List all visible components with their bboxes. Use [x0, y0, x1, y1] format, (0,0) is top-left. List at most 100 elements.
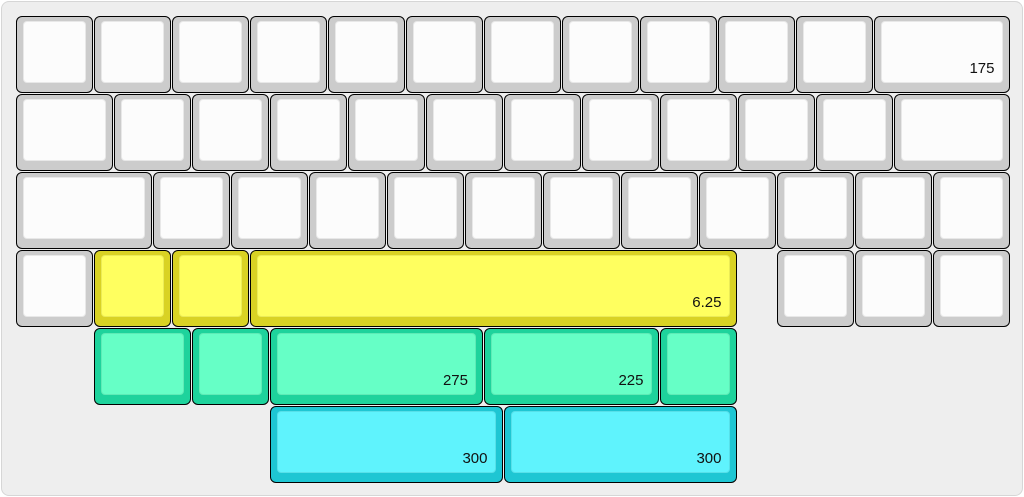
keycap-top — [315, 177, 379, 239]
keycap-top — [198, 333, 262, 395]
key-r3-3[interactable] — [230, 172, 308, 249]
key-r3-5[interactable] — [386, 172, 464, 249]
keycap-top — [413, 21, 476, 83]
key-r4-3[interactable] — [172, 250, 249, 327]
keycap-top — [354, 99, 418, 161]
key-r3-11[interactable] — [854, 172, 932, 249]
keycap-top — [588, 99, 652, 161]
keycap-top — [101, 333, 184, 395]
key-r2-12[interactable] — [893, 94, 1010, 171]
keycap-top — [257, 21, 320, 83]
keycap-top — [198, 99, 262, 161]
keycap-top — [23, 177, 145, 239]
key-r2-5[interactable] — [347, 94, 425, 171]
key-r1-1[interactable] — [16, 16, 93, 93]
key-r2-8[interactable] — [581, 94, 659, 171]
keycap-top — [23, 255, 86, 317]
key-label: 6.25 — [692, 294, 722, 311]
key-r1-8[interactable] — [562, 16, 639, 93]
key-r3-12[interactable] — [932, 172, 1010, 249]
key-r5-5[interactable] — [659, 328, 737, 405]
keycap-top — [549, 177, 613, 239]
key-r2-7[interactable] — [503, 94, 581, 171]
key-r2-4[interactable] — [269, 94, 347, 171]
keycap-top — [783, 177, 847, 239]
key-r1-2[interactable] — [94, 16, 171, 93]
keycap-top — [393, 177, 457, 239]
key-r2-2[interactable] — [113, 94, 191, 171]
key-r4-5[interactable] — [776, 250, 854, 327]
key-r1-4[interactable] — [250, 16, 327, 93]
keycap-top — [647, 21, 710, 83]
keycap-top — [23, 21, 86, 83]
keycap-top — [939, 255, 1003, 317]
key-r1-10[interactable] — [718, 16, 795, 93]
keycap-top — [237, 177, 301, 239]
keycap-top — [725, 21, 788, 83]
keycap-top — [569, 21, 632, 83]
key-r3-1[interactable] — [16, 172, 152, 249]
keycap-top — [276, 99, 340, 161]
key-r5-3[interactable]: 275 — [269, 328, 483, 405]
key-r2-1[interactable] — [16, 94, 113, 171]
key-r1-5[interactable] — [328, 16, 405, 93]
key-label: 300 — [462, 450, 488, 467]
keycap-top — [861, 255, 925, 317]
key-r4-1[interactable] — [16, 250, 93, 327]
key-r6-2[interactable]: 300 — [503, 406, 737, 483]
key-r3-6[interactable] — [464, 172, 542, 249]
key-r3-9[interactable] — [698, 172, 776, 249]
keycap-top — [822, 99, 886, 161]
keycap-top — [179, 255, 242, 317]
keycap-top — [666, 333, 730, 395]
keycap-top — [120, 99, 184, 161]
key-r4-6[interactable] — [854, 250, 932, 327]
keycap-top: 175 — [881, 21, 1003, 83]
key-r1-11[interactable] — [796, 16, 873, 93]
keycap-top — [803, 21, 866, 83]
keycap-top — [510, 99, 574, 161]
key-r2-3[interactable] — [191, 94, 269, 171]
key-r5-2[interactable] — [191, 328, 269, 405]
key-r5-1[interactable] — [94, 328, 191, 405]
keycap-top — [23, 99, 106, 161]
keycap-top — [744, 99, 808, 161]
key-label: 300 — [696, 450, 722, 467]
key-r3-8[interactable] — [620, 172, 698, 249]
key-r3-7[interactable] — [542, 172, 620, 249]
key-label: 175 — [969, 60, 995, 77]
keycap-top: 275 — [276, 333, 476, 395]
key-r3-10[interactable] — [776, 172, 854, 249]
keycap-top — [101, 21, 164, 83]
keycap-top — [939, 177, 1003, 239]
keycap-top: 225 — [491, 333, 652, 395]
key-r2-6[interactable] — [425, 94, 503, 171]
key-r3-4[interactable] — [308, 172, 386, 249]
keycap-top — [432, 99, 496, 161]
key-r1-9[interactable] — [640, 16, 717, 93]
keycap-top — [179, 21, 242, 83]
keycap-top — [861, 177, 925, 239]
keycap-top — [335, 21, 398, 83]
keycap-top: 300 — [510, 411, 730, 473]
key-r2-10[interactable] — [737, 94, 815, 171]
key-r5-4[interactable]: 225 — [484, 328, 659, 405]
key-r6-1[interactable]: 300 — [269, 406, 503, 483]
key-r1-3[interactable] — [172, 16, 249, 93]
key-r4-2[interactable] — [94, 250, 171, 327]
keycap-top: 6.25 — [257, 255, 730, 317]
key-r3-2[interactable] — [152, 172, 230, 249]
keycap-top — [491, 21, 554, 83]
key-r2-9[interactable] — [659, 94, 737, 171]
key-r4-7[interactable] — [932, 250, 1010, 327]
key-r4-4[interactable]: 6.25 — [250, 250, 737, 327]
key-r2-11[interactable] — [815, 94, 893, 171]
key-r1-7[interactable] — [484, 16, 561, 93]
key-r1-6[interactable] — [406, 16, 483, 93]
key-r1-12[interactable]: 175 — [874, 16, 1010, 93]
keycap-top — [101, 255, 164, 317]
key-label: 225 — [618, 372, 644, 389]
keycap-top — [666, 99, 730, 161]
key-label: 275 — [442, 372, 468, 389]
